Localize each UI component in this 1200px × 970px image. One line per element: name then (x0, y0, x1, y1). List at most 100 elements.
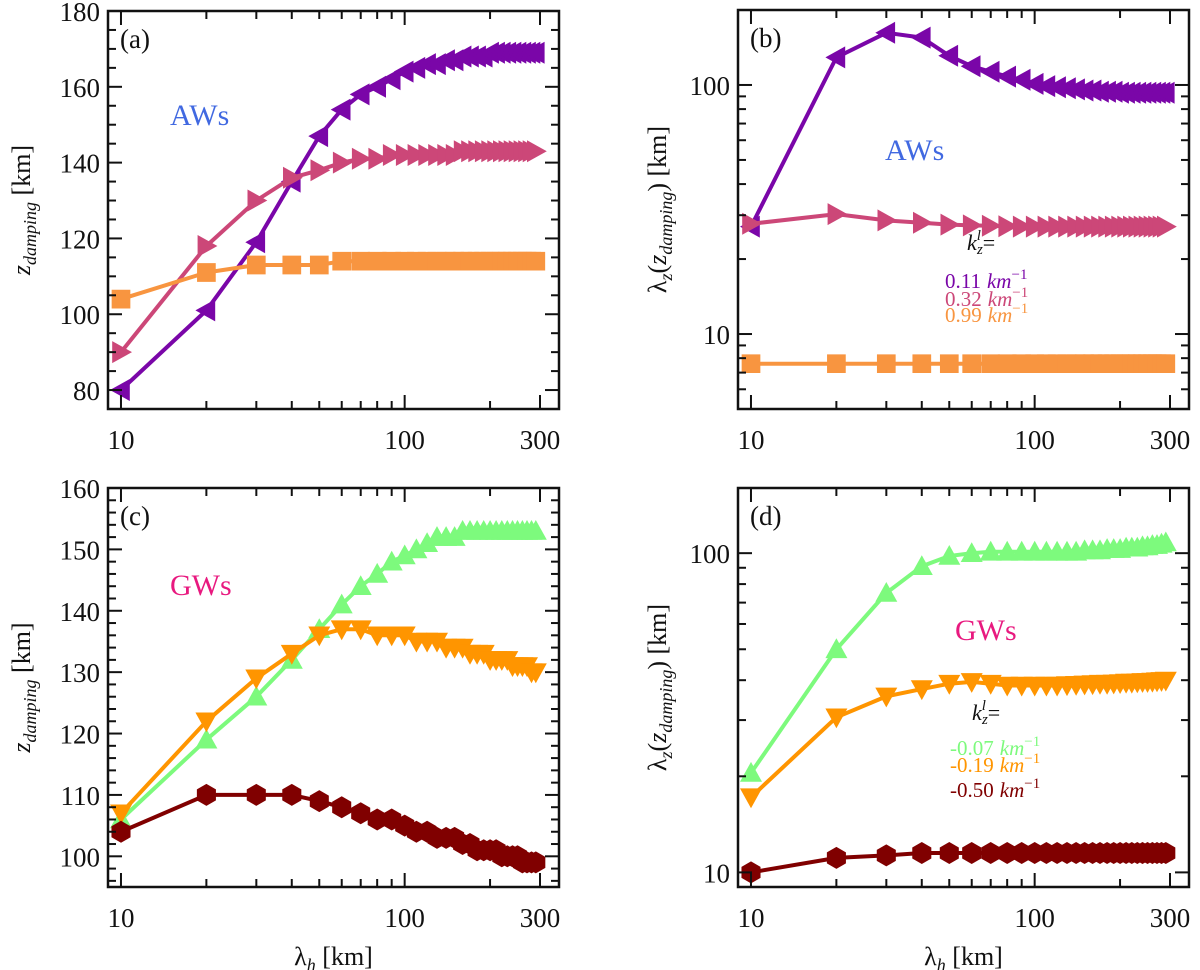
data-point (962, 354, 982, 374)
data-point (910, 680, 933, 701)
data-point (1154, 531, 1177, 552)
data-point (308, 125, 329, 148)
data-point (825, 46, 846, 69)
data-point (960, 673, 983, 693)
data-point (827, 354, 846, 374)
data-point (938, 44, 959, 67)
data-point (876, 354, 896, 374)
series-line-0 (749, 30, 1166, 228)
data-point (826, 846, 846, 869)
data-point (1023, 72, 1044, 95)
data-point (981, 354, 1001, 374)
data-point (1156, 354, 1176, 374)
y-tick-label: 120 (60, 224, 101, 254)
data-point (524, 663, 547, 684)
data-point (246, 255, 266, 275)
data-point (195, 728, 218, 749)
data-point (330, 98, 351, 121)
data-point (351, 147, 372, 170)
axes-frame (106, 9, 561, 411)
plot-area (740, 21, 1177, 374)
x-tick-label: 100 (1014, 903, 1055, 933)
ticks (108, 10, 559, 410)
x-tick-label: 100 (1014, 425, 1055, 455)
data-point (332, 151, 353, 174)
data-point (998, 215, 1019, 238)
y-tick-label: 130 (60, 658, 101, 688)
data-point (309, 255, 329, 275)
wave-type-label: AWs (170, 99, 229, 132)
data-point (426, 632, 448, 653)
data-point (395, 144, 416, 166)
data-point (349, 620, 372, 641)
data-point (875, 21, 896, 44)
data-point (283, 166, 303, 189)
y-tick-label: 110 (61, 781, 101, 811)
data-point (349, 83, 370, 106)
axes-frame (106, 486, 561, 889)
data-point (527, 140, 547, 163)
data-point (197, 263, 216, 282)
data-point (524, 41, 545, 64)
x-tick-label: 10 (737, 903, 764, 933)
x-tick-label: 10 (107, 425, 134, 455)
data-point (310, 159, 331, 182)
y-tick-label: 100 (60, 300, 101, 330)
data-point (524, 520, 547, 540)
x-tick-label: 300 (520, 425, 561, 455)
panel-d: 10 100 300 10 100 (d) GWs λz(zdamping) [km] λh [… (643, 486, 1191, 970)
legend-entry: 0.32 km−1 (945, 285, 1028, 311)
data-point (280, 644, 303, 665)
data-point (825, 708, 848, 729)
data-point (1154, 671, 1177, 692)
data-point (1056, 77, 1076, 100)
data-point (349, 575, 372, 595)
y-tick-label: 100 (60, 842, 101, 872)
wave-type-label: GWs (170, 569, 232, 602)
data-point (912, 842, 932, 864)
legend-entry: -0.50 km−1 (950, 776, 1040, 802)
x-tick-label: 300 (520, 903, 561, 933)
data-point (245, 669, 268, 690)
x-axis-label: λh [km] (924, 942, 1003, 970)
wave-type-label: GWs (955, 614, 1017, 647)
y-tick-label: 160 (60, 73, 101, 103)
y-tick-label: 100 (690, 71, 731, 101)
legend: kl z= 0.11 km−10.32 km−10.99 km−1 (945, 228, 1028, 327)
data-point (741, 354, 761, 374)
data-point (979, 60, 1000, 83)
y-axis-label: zdamping [km] (7, 622, 40, 753)
panel-tag: (c) (120, 501, 150, 531)
y-tick-label: 120 (60, 720, 101, 750)
data-point (366, 75, 386, 98)
data-point (195, 712, 218, 733)
data-point (245, 685, 268, 706)
data-point (196, 783, 216, 806)
data-point (940, 213, 961, 236)
y-tick-label: 160 (60, 474, 101, 504)
data-point (912, 354, 932, 374)
axes-frame (736, 486, 1191, 889)
data-point (330, 620, 353, 641)
data-point (366, 626, 389, 647)
data-point (1035, 75, 1056, 98)
data-point (1012, 215, 1033, 238)
data-point (875, 582, 898, 602)
data-point (405, 538, 428, 559)
data-point (910, 555, 933, 575)
data-point (393, 60, 414, 83)
x-tick-label: 100 (384, 425, 425, 455)
y-tick-label: 10 (703, 858, 730, 888)
data-point (827, 203, 848, 226)
data-point (526, 251, 546, 271)
data-point (740, 788, 762, 809)
data-point (1048, 215, 1069, 238)
data-point (1025, 215, 1046, 238)
data-point (332, 251, 352, 271)
x-tick-label: 100 (384, 903, 425, 933)
data-point (962, 842, 982, 864)
legend-entry: -0.07 km−1 (950, 734, 1040, 760)
y-tick-label: 140 (60, 597, 101, 627)
data-point (960, 55, 981, 78)
